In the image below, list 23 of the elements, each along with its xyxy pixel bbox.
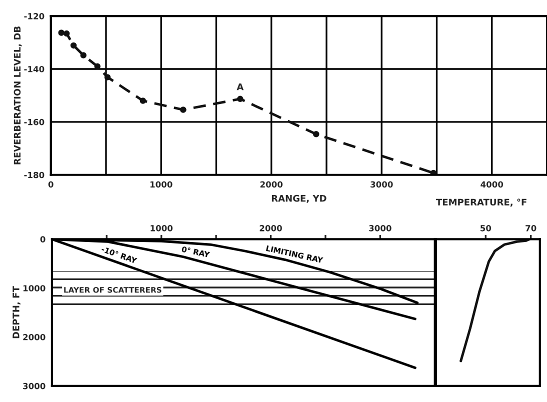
x-tick-label: 3000 [370, 181, 393, 188]
y-axis-title: REVERBERATION LEVEL, DB [14, 26, 22, 164]
x-axis-title: RANGE, YD [272, 194, 326, 203]
x-tick-label: 3000 [369, 225, 392, 232]
y-tick-label: 3000 [23, 382, 46, 390]
y-tick-label: 0 [40, 236, 46, 242]
x-tick-label: 70 [526, 225, 536, 232]
x-tick-label: 1000 [150, 225, 173, 232]
y-tick-label: -140 [24, 66, 44, 72]
y-tick-label: 2000 [23, 334, 46, 340]
annotation: A [236, 84, 244, 90]
x-tick-label: 1000 [150, 181, 172, 188]
y-tick-label: -120 [24, 13, 44, 20]
x-tick-label: 50 [480, 225, 492, 232]
y-tick-label: 1000 [23, 285, 46, 292]
y-tick-label: -180 [24, 172, 44, 178]
x-tick-label: 2000 [260, 181, 283, 188]
x-tick-label: 4000 [480, 181, 504, 188]
x-tick-label: 0 [48, 181, 54, 188]
y-tick-label: -160 [24, 118, 44, 126]
x2-axis-title: TEMPERATURE, °F [436, 198, 526, 207]
y-axis-title: DEPTH, FT [12, 286, 21, 338]
x-tick-label: 2000 [260, 225, 282, 232]
